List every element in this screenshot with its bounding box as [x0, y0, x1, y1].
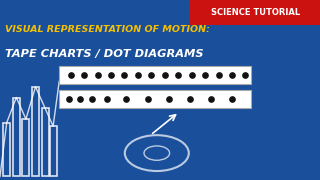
Bar [42, 108, 49, 176]
Text: TAPE CHARTS / DOT DIAGRAMS: TAPE CHARTS / DOT DIAGRAMS [5, 50, 204, 59]
Bar [50, 126, 57, 176]
Bar [32, 87, 39, 176]
Text: VISUAL REPRESENTATION OF MOTION:: VISUAL REPRESENTATION OF MOTION: [5, 25, 210, 34]
Bar [13, 98, 20, 176]
Bar [190, 0, 320, 25]
Bar [59, 66, 251, 84]
Text: SCIENCE TUTORIAL: SCIENCE TUTORIAL [211, 8, 300, 17]
Bar [59, 90, 251, 108]
Bar [3, 123, 10, 176]
Bar [22, 119, 29, 176]
